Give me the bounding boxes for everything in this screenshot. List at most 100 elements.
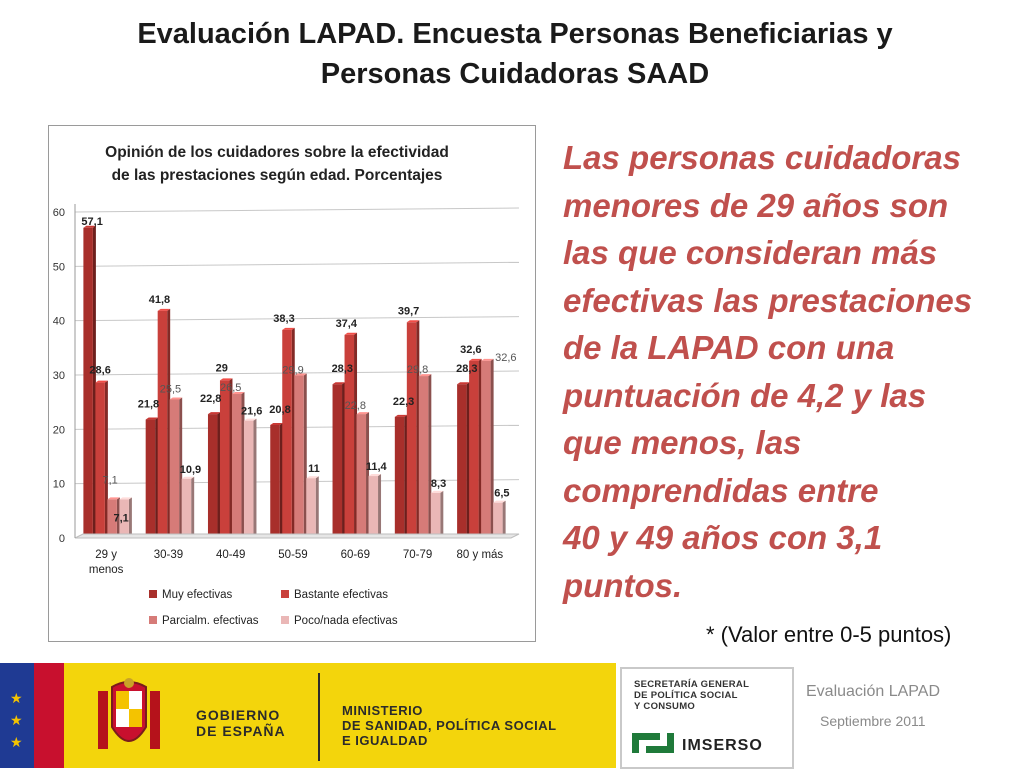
bar-1 [83,227,93,539]
data-label: 7,1 [113,512,128,524]
legend-swatch [281,590,289,598]
data-label: 25,5 [160,383,181,395]
bar-side [229,378,233,538]
bar-4 [306,478,316,538]
gobierno-espana-label: GOBIERNO DE ESPAÑA [196,707,286,739]
key-finding-line-1: Las personas cuidadoras [563,139,961,176]
y-tick-label: 60 [53,207,65,219]
data-label: 26,5 [220,382,241,394]
x-tick-label: 70-79 [403,549,432,561]
data-label: 29,9 [282,365,303,377]
key-finding-line-4: efectivas las prestaciones [563,281,973,319]
slide-title: Evaluación LAPAD. Encuesta Personas Bene… [60,14,970,94]
bar-top [107,497,120,500]
bar-2 [282,329,292,538]
data-label: 28,3 [332,363,353,375]
x-tick-label: 80 y más [457,549,504,561]
chart-axes: 0 10 20 30 40 50 60 29 y menos 30-39 40-49 50-59 60-… [53,204,520,576]
bar-top [207,412,221,415]
data-label: 20,8 [269,404,290,416]
key-finding-line-2: menores de 29 años son [563,186,949,224]
bar-side [478,358,482,538]
data-label: 39,7 [398,305,419,317]
legend-label: Bastante efectivas [294,589,388,601]
bar-3 [169,399,180,538]
bar-side [167,308,171,538]
bar-top [119,497,132,500]
eu-star-icon: ★ [10,734,23,750]
bar-top [481,358,494,361]
bar-top [430,490,444,493]
slide-title-line-1: Evaluación LAPAD. Encuesta Personas Bene… [137,18,893,50]
gobierno-line-2: DE ESPAÑA [196,723,286,739]
bar-top [493,500,506,503]
bar-4 [430,492,441,538]
bar-top [243,418,257,421]
score-note: * (Valor entre 0-5 puntos) [706,622,952,647]
bar-3 [418,376,429,538]
y-tick-label: 30 [53,370,65,382]
chart-panel: Opinión de los cuidadores sobre la efect… [48,125,536,642]
y-tick-label: 10 [53,479,65,491]
bar-side [303,373,307,538]
legend-label: Muy efectivas [162,589,233,601]
data-label: 21,8 [138,399,159,411]
bar-1 [394,416,405,538]
bar-1 [270,424,280,538]
bar-side [92,225,96,539]
data-label: 57,1 [81,216,102,228]
bar-side [279,422,283,538]
x-tick-label: 50-59 [278,549,307,561]
y-tick-label: 40 [53,316,65,328]
bar-top [219,378,233,381]
x-tick-label: 30-39 [154,549,183,561]
bar-side [416,320,420,538]
bar-top [406,320,420,323]
y-gridline [74,316,520,322]
y-gridline [74,261,520,267]
key-finding-line-10: puntos. [563,566,683,604]
bar-2 [95,382,105,538]
data-label: 38,3 [273,313,294,325]
x-tick-label: 60-69 [341,549,370,561]
key-finding-line-9: 40 y 49 años con 3,1 [563,519,883,556]
data-label: 28,3 [456,363,477,375]
bar-side [179,397,183,538]
ministerio-label: MINISTERIO DE SANIDAD, POLÍTICA SOCIAL E… [342,703,557,748]
imserso-logo-icon [632,733,674,753]
secretaria-line-2: DE POLÍTICA SOCIAL [634,690,738,701]
bar-side [490,358,494,538]
data-label: 8,3 [431,478,446,490]
y-gridline [74,370,520,376]
y-tick-label: 50 [53,261,65,273]
slide-title-line-2: Personas Cuidadoras SAAD [320,58,710,90]
data-label: 6,5 [494,488,509,500]
footer-divider [318,673,320,761]
x-tick-label: menos [89,564,124,576]
bar-top [344,332,358,335]
data-label: 41,8 [149,294,170,306]
data-label: 28,6 [89,365,110,377]
legend-label: Poco/nada efectivas [294,615,398,627]
bar-4 [181,478,192,538]
key-finding-text: Las personas cuidadoras menores de 29 añ… [563,134,1003,609]
legend-swatch [149,616,157,624]
bar-side [241,392,245,538]
bar-top [169,397,183,400]
data-label: 11,4 [366,461,388,473]
bar-3 [356,414,367,538]
bar-side [104,380,108,538]
bar-2 [469,360,479,538]
ministerio-line-2: DE SANIDAD, POLÍTICA SOCIAL [342,718,557,733]
bar-side [428,374,432,538]
bar-side [191,476,195,538]
bar-top [418,374,432,377]
eu-star-icon: ★ [10,690,23,706]
bar-top [332,382,346,385]
bar-4 [243,420,254,538]
bar-side [466,382,470,538]
data-label: 11 [308,463,320,475]
bar-3 [107,499,117,538]
bar-4 [493,502,503,538]
data-label: 21,6 [241,406,262,418]
